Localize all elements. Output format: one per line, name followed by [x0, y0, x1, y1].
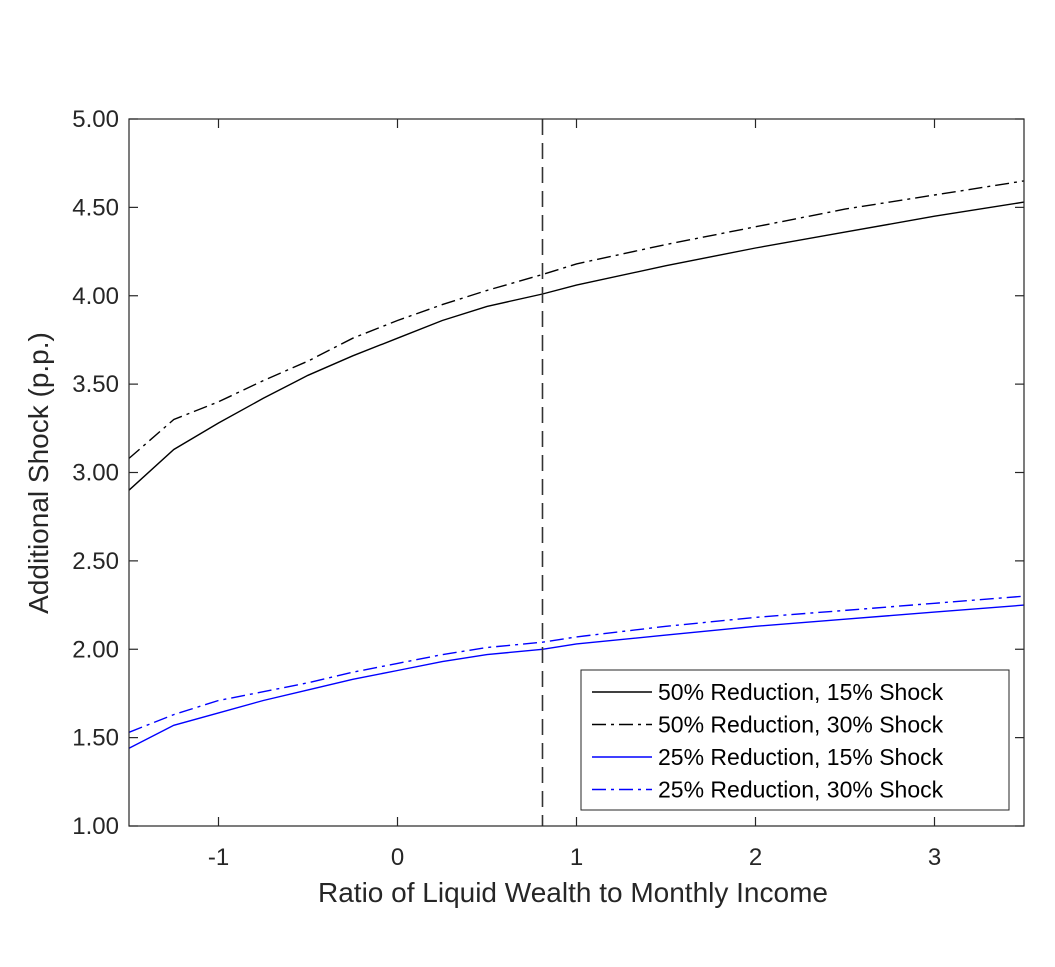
- x-axis-title: Ratio of Liquid Wealth to Monthly Income: [318, 877, 828, 908]
- x-axis: -1 0 1 2 3: [208, 119, 941, 871]
- y-tick-label: 5.00: [72, 106, 119, 133]
- legend-label-3: 25% Reduction, 15% Shock: [658, 744, 944, 770]
- y-tick-label: 4.00: [72, 283, 119, 310]
- x-tick-label: 1: [570, 844, 583, 871]
- legend: 50% Reduction, 15% Shock 50% Reduction, 3…: [580, 669, 1010, 811]
- y-tick-label: 3.50: [72, 371, 119, 398]
- y-axis: 1.00 1.50 2.00 2.50 3.00 3.50 4.00 4.50 5.00: [72, 106, 1024, 840]
- legend-label-2: 50% Reduction, 30% Shock: [658, 712, 944, 738]
- y-tick-label: 3.00: [72, 460, 119, 487]
- series-line-3: [128, 604, 1025, 749]
- legend-label-1: 50% Reduction, 15% Shock: [658, 679, 944, 705]
- series-line-4: [128, 595, 1025, 733]
- y-tick-label: 2.50: [72, 548, 119, 575]
- y-tick-label: 2.00: [72, 636, 119, 663]
- legend-label-4: 25% Reduction, 30% Shock: [658, 777, 944, 803]
- plot-series: [128, 180, 1025, 749]
- y-tick-label: 1.50: [72, 725, 119, 752]
- y-axis-title: Additional Shock (p.p.): [23, 332, 54, 614]
- x-tick-label: -1: [208, 844, 229, 871]
- legend-box: [580, 669, 1010, 811]
- y-tick-label: 4.50: [72, 194, 119, 221]
- x-tick-label: 3: [928, 844, 941, 871]
- series-line-1: [128, 201, 1025, 491]
- x-tick-label: 0: [391, 844, 404, 871]
- y-tick-label: 1.00: [72, 813, 119, 840]
- x-tick-label: 2: [749, 844, 762, 871]
